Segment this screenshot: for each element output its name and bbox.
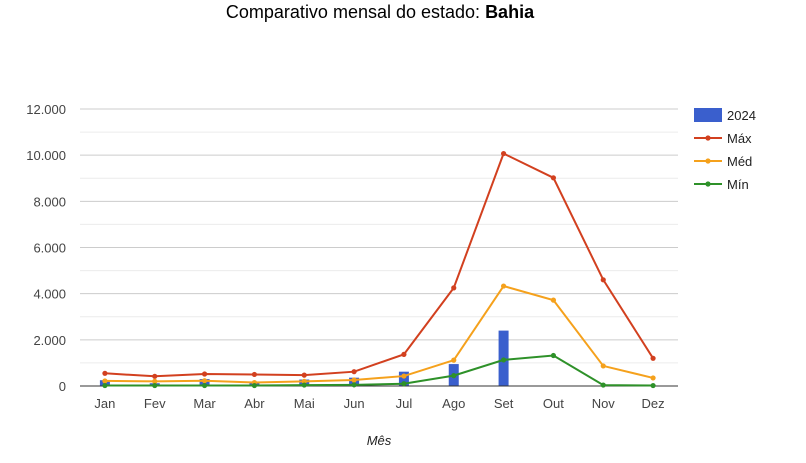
point-max	[102, 370, 108, 376]
x-tick-label: Jul	[396, 396, 413, 411]
point-med	[600, 363, 606, 369]
bar-jul	[398, 371, 409, 386]
legend-marker	[705, 181, 711, 187]
y-tick-label: 0	[59, 379, 66, 394]
line-med	[104, 284, 654, 384]
point-med	[301, 378, 307, 384]
point-med	[201, 378, 208, 384]
x-tick-label: Abr	[244, 396, 265, 411]
legend: 2024 Máx Méd Mín	[694, 108, 756, 192]
x-tick-label: Jan	[94, 396, 115, 411]
gridlines	[80, 108, 678, 364]
point-min	[401, 381, 407, 387]
point-med	[351, 377, 357, 383]
x-tick-label: Dez	[642, 396, 665, 411]
y-axis-tick-labels: 0 2.000 4.000 6.000 8.000 10.000 12.000	[26, 102, 66, 394]
x-tick-label: Set	[494, 396, 514, 411]
point-max	[500, 150, 507, 157]
point-min	[550, 352, 557, 359]
point-med	[500, 283, 507, 289]
chart-title: Comparativo mensal do estado: Bahia	[0, 2, 760, 23]
point-min	[251, 382, 258, 389]
chart-title-prefix: Comparativo mensal do estado:	[225, 2, 481, 22]
line-min	[104, 354, 654, 387]
x-tick-label: Ago	[442, 396, 465, 411]
legend-marker	[705, 158, 711, 164]
point-max	[600, 277, 606, 283]
point-max	[152, 373, 158, 379]
line-max	[104, 152, 654, 378]
legend-label: Mín	[727, 177, 749, 192]
point-max	[351, 369, 357, 375]
point-max	[650, 355, 656, 361]
chart-title-state: Bahia	[485, 2, 535, 22]
x-tick-label: Mar	[193, 396, 216, 411]
point-min	[201, 382, 208, 389]
legend-item-2024: 2024	[694, 108, 756, 123]
point-med	[650, 375, 656, 381]
point-min	[301, 382, 307, 388]
x-tick-label: Nov	[592, 396, 616, 411]
legend-item-med: Méd	[694, 154, 752, 169]
point-max	[301, 372, 307, 378]
point-max	[451, 285, 457, 291]
x-tick-label: Jun	[344, 396, 365, 411]
x-axis-tick-labels: Jan Fev Mar Abr Mai Jun Jul Ago Set Out Nov Dez	[94, 396, 664, 411]
y-tick-label: 8.000	[33, 194, 66, 209]
y-tick-label: 12.000	[26, 102, 66, 117]
legend-item-max: Máx	[694, 131, 752, 146]
legend-label: 2024	[727, 108, 756, 123]
legend-label: Máx	[727, 131, 752, 146]
y-tick-label: 2.000	[33, 333, 66, 348]
x-axis-title: Mês	[367, 433, 392, 448]
line-series	[102, 150, 656, 389]
y-tick-label: 6.000	[33, 241, 66, 256]
legend-label: Méd	[727, 154, 752, 169]
point-med	[152, 378, 158, 384]
x-tick-label: Out	[543, 396, 564, 411]
point-max	[251, 371, 258, 378]
point-max	[201, 371, 208, 377]
point-min	[102, 382, 108, 389]
point-min	[600, 382, 606, 388]
point-max	[550, 175, 557, 181]
legend-swatch	[694, 108, 722, 122]
point-min	[650, 382, 656, 389]
point-min	[451, 373, 457, 379]
x-tick-label: Mai	[294, 396, 315, 411]
point-min	[500, 357, 507, 363]
point-med	[550, 297, 557, 303]
legend-marker	[705, 135, 711, 141]
legend-item-min: Mín	[694, 177, 749, 192]
point-med	[102, 378, 108, 384]
point-max	[401, 351, 407, 357]
point-min	[152, 382, 158, 389]
y-tick-label: 10.000	[26, 148, 66, 163]
point-min	[351, 382, 357, 388]
y-tick-label: 4.000	[33, 287, 66, 302]
point-med	[451, 357, 457, 363]
point-med	[401, 373, 407, 379]
x-tick-label: Fev	[144, 396, 166, 411]
